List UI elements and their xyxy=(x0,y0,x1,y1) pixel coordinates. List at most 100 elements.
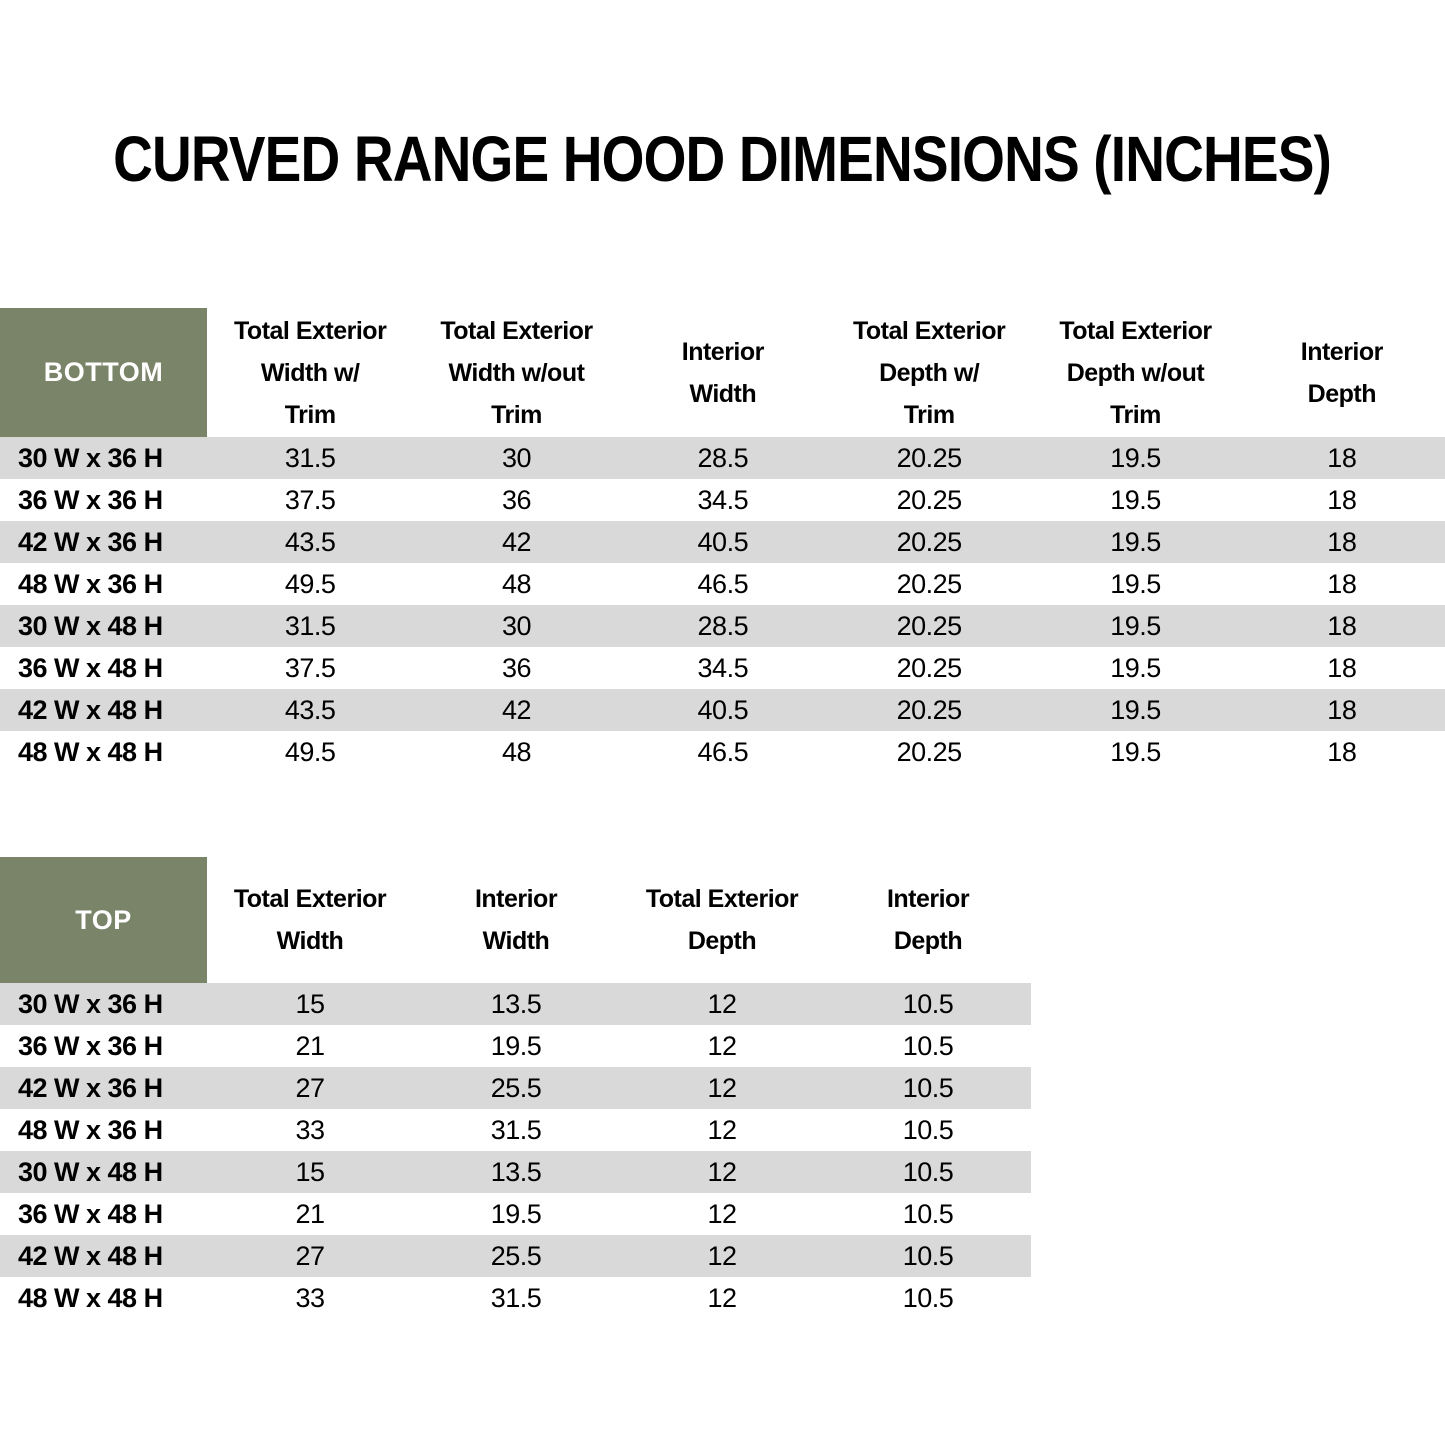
cell-value: 19.5 xyxy=(490,1198,542,1229)
cell-value: 12 xyxy=(707,1072,737,1103)
col-header-total-exterior-width-w-trim: Total Exterior Width w/ Trim xyxy=(234,316,387,429)
cell-value: 12 xyxy=(707,1156,737,1187)
cell-value: 19.5 xyxy=(1110,610,1161,641)
row-label: 42 W x 36 H xyxy=(18,1072,163,1103)
top-dimensions-table: TOP Total Exterior Width Interior Width … xyxy=(0,857,1031,1319)
cell-value: 19.5 xyxy=(1110,736,1161,767)
cell-value: 31.5 xyxy=(284,442,336,473)
table-row: 48 W x 36 H 33 31.5 12 10.5 xyxy=(0,1109,1031,1151)
cell-value: 18 xyxy=(1327,568,1357,599)
bottom-table-corner-label: BOTTOM xyxy=(0,308,207,437)
cell-value: 15 xyxy=(295,988,325,1019)
cell-value: 36 xyxy=(501,652,532,683)
cell-value: 20.25 xyxy=(896,652,963,683)
cell-value: 46.5 xyxy=(697,568,749,599)
table-row: 42 W x 48 H 27 25.5 12 10.5 xyxy=(0,1235,1031,1277)
cell-value: 19.5 xyxy=(1110,694,1161,725)
page-title: CURVED RANGE HOOD DIMENSIONS (INCHES) xyxy=(113,123,1333,195)
cell-value: 48 xyxy=(501,568,532,599)
table-row: 30 W x 48 H 31.5 30 28.5 20.25 19.5 18 xyxy=(0,605,1445,647)
col-header-interior-width: Interior Width xyxy=(474,885,558,955)
table-row: 48 W x 48 H 49.5 48 46.5 20.25 19.5 18 xyxy=(0,731,1445,773)
cell-value: 27 xyxy=(295,1240,325,1271)
row-label: 36 W x 36 H xyxy=(18,1030,163,1061)
cell-value: 25.5 xyxy=(490,1072,542,1103)
bottom-dimensions-table: BOTTOM Total Exterior Width w/ Trim Tota… xyxy=(0,308,1445,773)
cell-value: 40.5 xyxy=(697,526,749,557)
cell-value: 18 xyxy=(1327,694,1357,725)
top-table-header-row: TOP Total Exterior Width Interior Width … xyxy=(0,857,1031,983)
cell-value: 21 xyxy=(295,1198,325,1229)
cell-value: 10.5 xyxy=(902,1030,954,1061)
cell-value: 12 xyxy=(707,1240,737,1271)
cell-value: 27 xyxy=(295,1072,325,1103)
cell-value: 43.5 xyxy=(284,526,336,557)
bottom-table-header-row: BOTTOM Total Exterior Width w/ Trim Tota… xyxy=(0,308,1445,437)
cell-value: 18 xyxy=(1327,610,1357,641)
cell-value: 13.5 xyxy=(490,988,542,1019)
row-label: 48 W x 48 H xyxy=(18,1282,163,1313)
cell-value: 33 xyxy=(295,1114,325,1145)
row-label: 42 W x 48 H xyxy=(18,694,163,725)
cell-value: 20.25 xyxy=(896,568,963,599)
cell-value: 49.5 xyxy=(284,736,336,767)
row-label: 36 W x 36 H xyxy=(18,484,163,515)
cell-value: 20.25 xyxy=(896,736,963,767)
cell-value: 43.5 xyxy=(284,694,336,725)
cell-value: 28.5 xyxy=(697,610,749,641)
cell-value: 36 xyxy=(501,484,532,515)
cell-value: 10.5 xyxy=(902,1240,954,1271)
table-row: 36 W x 48 H 21 19.5 12 10.5 xyxy=(0,1193,1031,1235)
cell-value: 19.5 xyxy=(490,1030,542,1061)
cell-value: 34.5 xyxy=(697,484,749,515)
cell-value: 33 xyxy=(295,1282,325,1313)
cell-value: 13.5 xyxy=(490,1156,542,1187)
cell-value: 40.5 xyxy=(697,694,749,725)
cell-value: 49.5 xyxy=(284,568,336,599)
cell-value: 42 xyxy=(501,694,532,725)
cell-value: 12 xyxy=(707,1030,737,1061)
cell-value: 48 xyxy=(501,736,532,767)
cell-value: 31.5 xyxy=(490,1282,542,1313)
table-row: 42 W x 48 H 43.5 42 40.5 20.25 19.5 18 xyxy=(0,689,1445,731)
col-header-interior-depth: Interior Depth xyxy=(886,885,970,955)
cell-value: 20.25 xyxy=(896,484,963,515)
table-row: 30 W x 36 H 31.5 30 28.5 20.25 19.5 18 xyxy=(0,437,1445,479)
row-label: 30 W x 48 H xyxy=(18,610,163,641)
cell-value: 30 xyxy=(501,442,532,473)
row-label: 48 W x 36 H xyxy=(18,1114,163,1145)
row-label: 30 W x 36 H xyxy=(18,988,163,1019)
cell-value: 20.25 xyxy=(896,694,963,725)
row-label: 48 W x 48 H xyxy=(18,736,163,767)
cell-value: 19.5 xyxy=(1110,526,1161,557)
cell-value: 20.25 xyxy=(896,610,963,641)
row-label: 36 W x 48 H xyxy=(18,652,163,683)
cell-value: 28.5 xyxy=(697,442,749,473)
col-header-total-exterior-width-wout-trim: Total Exterior Width w/out Trim xyxy=(440,316,593,429)
col-header-total-exterior-depth: Total Exterior Depth xyxy=(645,885,799,955)
row-label: 30 W x 36 H xyxy=(18,442,163,473)
row-label: 30 W x 48 H xyxy=(18,1156,163,1187)
cell-value: 18 xyxy=(1327,652,1357,683)
cell-value: 19.5 xyxy=(1110,652,1161,683)
cell-value: 10.5 xyxy=(902,1198,954,1229)
cell-value: 25.5 xyxy=(490,1240,542,1271)
table-row: 36 W x 48 H 37.5 36 34.5 20.25 19.5 18 xyxy=(0,647,1445,689)
cell-value: 10.5 xyxy=(902,1114,954,1145)
cell-value: 19.5 xyxy=(1110,484,1161,515)
cell-value: 18 xyxy=(1327,526,1357,557)
row-label: 42 W x 36 H xyxy=(18,526,163,557)
cell-value: 37.5 xyxy=(284,652,336,683)
col-header-total-exterior-width: Total Exterior Width xyxy=(233,885,387,955)
cell-value: 10.5 xyxy=(902,1072,954,1103)
cell-value: 46.5 xyxy=(697,736,749,767)
cell-value: 18 xyxy=(1327,484,1357,515)
cell-value: 37.5 xyxy=(284,484,336,515)
table-row: 42 W x 36 H 27 25.5 12 10.5 xyxy=(0,1067,1031,1109)
top-table-corner-label: TOP xyxy=(0,857,207,983)
table-row: 36 W x 36 H 37.5 36 34.5 20.25 19.5 18 xyxy=(0,479,1445,521)
cell-value: 42 xyxy=(501,526,532,557)
row-label: 48 W x 36 H xyxy=(18,568,163,599)
table-row: 30 W x 36 H 15 13.5 12 10.5 xyxy=(0,983,1031,1025)
row-label: 42 W x 48 H xyxy=(18,1240,163,1271)
